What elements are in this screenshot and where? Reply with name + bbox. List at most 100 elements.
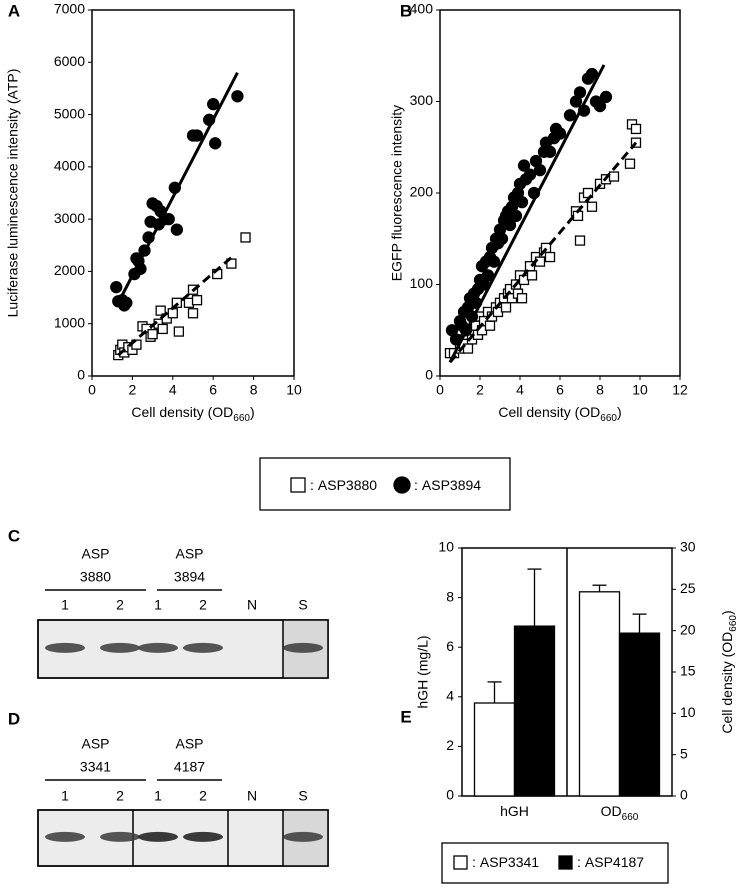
point xyxy=(599,90,613,104)
gel-band xyxy=(45,642,85,653)
y2-tick-label: 15 xyxy=(680,663,696,679)
gel-band xyxy=(100,642,140,653)
group-label: 3894 xyxy=(174,569,205,585)
panel-letter: D xyxy=(8,709,20,728)
y2-axis-label: Cell density (OD660) xyxy=(719,610,739,733)
point xyxy=(190,129,204,142)
point xyxy=(207,97,220,111)
point xyxy=(120,296,133,309)
lane-label: 2 xyxy=(199,788,207,804)
y-tick-label: 0 xyxy=(425,367,433,383)
x-tick-label: 4 xyxy=(516,382,524,398)
x-axis-label-part: Cell density (OD xyxy=(498,404,600,420)
x-tick-label-part: hGH xyxy=(500,803,529,819)
point xyxy=(523,168,537,181)
error-bar xyxy=(592,584,607,592)
y2-tick-label: 0 xyxy=(680,787,688,803)
lane-label: 1 xyxy=(154,788,162,804)
gel-band xyxy=(283,831,323,842)
lane-label: 2 xyxy=(116,597,124,613)
x-tick-label: 0 xyxy=(436,382,444,398)
y-axis-label: hGH (mg/L) xyxy=(415,635,431,708)
point xyxy=(191,295,203,306)
lane-label: 1 xyxy=(154,597,162,613)
legend-box xyxy=(259,457,511,511)
error-bar xyxy=(527,568,542,627)
panel-letter: C xyxy=(8,526,20,545)
x-tick-label-part: 660 xyxy=(622,812,639,823)
x-tick-label: 2 xyxy=(129,382,137,398)
point xyxy=(157,323,168,335)
lane-label: 1 xyxy=(61,788,69,804)
y-tick-label: 200 xyxy=(410,184,434,200)
y-tick-label: 4000 xyxy=(54,158,85,174)
point xyxy=(500,302,512,313)
point xyxy=(586,201,598,212)
fit-line xyxy=(116,72,239,304)
point xyxy=(231,90,244,103)
point xyxy=(563,109,577,122)
x-tick-label: 0 xyxy=(88,382,96,398)
group-label: 3341 xyxy=(80,759,111,775)
x-tick-label: hGH xyxy=(500,803,529,819)
legend-marker xyxy=(393,476,411,494)
x-tick-label-part: OD xyxy=(601,803,622,819)
legend-separator: : xyxy=(310,477,314,493)
panel-letter: A xyxy=(8,1,20,20)
legend-separator: : xyxy=(414,477,418,493)
gel-frame xyxy=(37,809,329,867)
gel-band xyxy=(100,831,140,842)
y2-axis-label-part: 660 xyxy=(728,615,739,632)
legend-separator: : xyxy=(577,854,581,870)
lane-label: 1 xyxy=(61,597,69,613)
lane-label: 2 xyxy=(116,788,124,804)
point xyxy=(147,329,158,340)
x-tick-label: OD660 xyxy=(601,803,639,823)
group-label: 4187 xyxy=(174,759,205,775)
panel-letter: E xyxy=(400,707,411,726)
group-label: ASP xyxy=(81,736,109,752)
gel-frame xyxy=(37,619,329,679)
point xyxy=(543,145,557,158)
point xyxy=(516,293,528,304)
lane-label: N xyxy=(247,788,257,804)
gel-background xyxy=(37,619,329,679)
point xyxy=(495,232,509,245)
legend-label: : ASP3880 xyxy=(310,477,377,493)
group-label: ASP xyxy=(81,546,109,562)
x-axis-label: Cell density (OD660) xyxy=(131,404,254,424)
y-tick-label: 100 xyxy=(410,275,434,291)
bar xyxy=(473,702,516,797)
y-tick-label: 3000 xyxy=(54,210,85,226)
legend-name: ASP3880 xyxy=(318,477,377,493)
y-tick-label: 4 xyxy=(446,688,454,704)
x-axis-label-part: ) xyxy=(250,404,255,420)
lane-label: 2 xyxy=(199,597,207,613)
bar xyxy=(618,632,661,797)
x-tick-label: 10 xyxy=(632,382,648,398)
x-axis-label-part: 660 xyxy=(600,413,617,424)
y-tick-label: 6 xyxy=(446,638,454,654)
y-axis-label: EGFP fluorescence intensity xyxy=(389,105,405,281)
point xyxy=(503,218,517,232)
y-tick-label: 10 xyxy=(438,539,454,555)
point xyxy=(487,255,501,268)
x-tick-label: 2 xyxy=(476,382,484,398)
gel-band xyxy=(138,831,178,842)
bar xyxy=(578,591,621,797)
point xyxy=(608,171,620,182)
point xyxy=(484,320,496,331)
point xyxy=(585,67,599,81)
fit-line xyxy=(448,64,606,363)
legend-label: : ASP3894 xyxy=(414,477,481,493)
legend-name: ASP4187 xyxy=(585,854,644,870)
y-tick-label: 8 xyxy=(446,588,454,604)
y-tick-label: 5000 xyxy=(54,105,85,121)
y-tick-label: 6000 xyxy=(54,53,85,69)
error-bar xyxy=(632,613,647,634)
point xyxy=(240,232,251,243)
x-tick-label: 8 xyxy=(250,382,258,398)
point xyxy=(593,99,607,113)
point xyxy=(624,158,636,169)
y-tick-label: 1000 xyxy=(54,314,85,330)
